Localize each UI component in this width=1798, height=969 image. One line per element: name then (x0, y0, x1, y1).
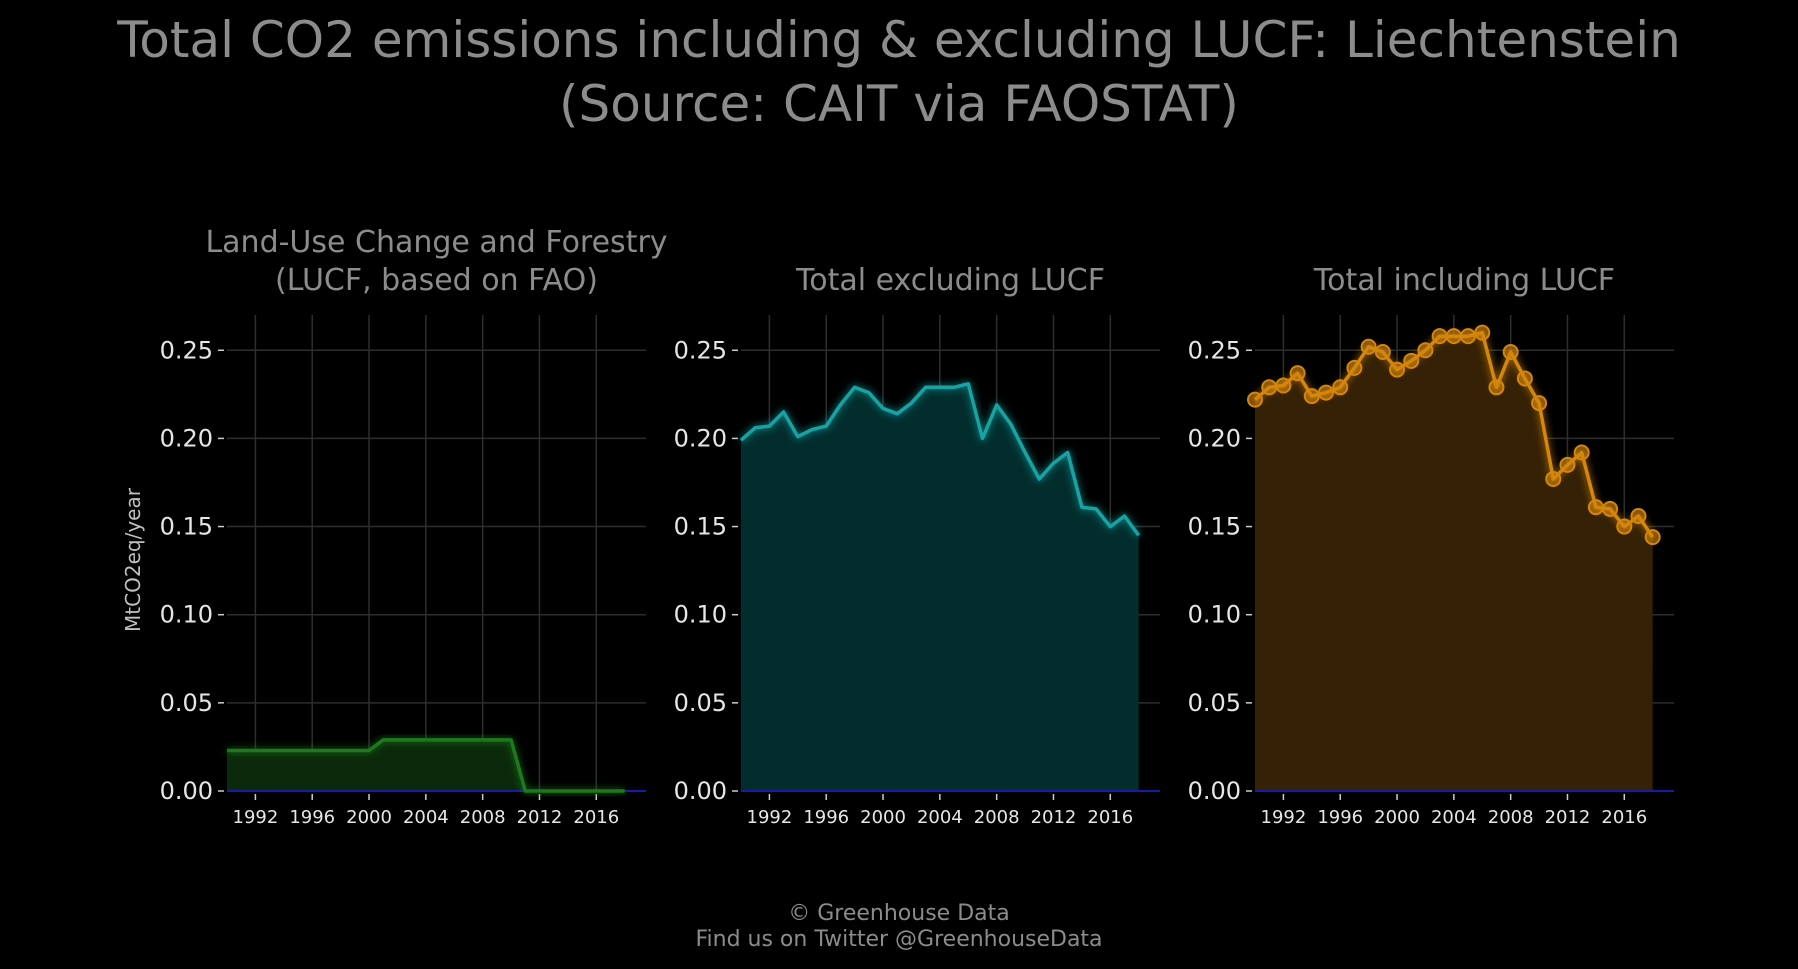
x-tick-label: 1996 (1317, 807, 1363, 828)
data-point (1474, 324, 1491, 341)
data-point (1318, 384, 1335, 401)
data-point (1303, 388, 1320, 405)
y-tick-label: 0.05 (674, 689, 727, 717)
data-point (1602, 500, 1619, 517)
x-tick-label: 2016 (1087, 807, 1133, 828)
x-tick-label: 2004 (403, 807, 449, 828)
y-tick-label: 0.10 (160, 601, 213, 629)
data-point (1531, 395, 1548, 412)
data-point (1431, 328, 1448, 345)
panel-2: 0.00 0.05 0.10 0.15 0.20 0.25 1992 1996 2000 2004… (674, 263, 1160, 828)
data-point (1545, 470, 1562, 487)
x-tick-label: 1996 (289, 807, 335, 828)
y-tick-label: 0.00 (160, 777, 213, 805)
data-point (1374, 344, 1391, 361)
x-tick-label: 2008 (974, 807, 1020, 828)
panel-title: Land-Use Change and Forestry (205, 225, 667, 260)
y-tick-label: 0.00 (674, 777, 727, 805)
chart-title: Total CO2 emissions including & excludin… (117, 11, 1681, 69)
series-area (227, 739, 625, 791)
x-tick-label: 2000 (860, 807, 906, 828)
y-tick-label: 0.15 (1188, 513, 1241, 541)
y-tick-label: 0.25 (1188, 336, 1241, 364)
credit-twitter: Find us on Twitter @GreenhouseData (695, 927, 1103, 952)
data-point (1403, 352, 1420, 369)
x-tick-label: 1992 (1261, 807, 1307, 828)
panel-1: 0.00 0.05 0.10 0.15 0.20 0.25 1992 1996 2000 2004… (160, 225, 668, 828)
x-tick-label: 1996 (803, 807, 849, 828)
y-tick-label: 0.25 (674, 336, 727, 364)
data-point (1644, 529, 1661, 546)
x-tick-label: 2016 (573, 807, 619, 828)
x-tick-label: 2000 (346, 807, 392, 828)
data-point (1247, 391, 1263, 408)
data-point (1261, 379, 1278, 396)
y-tick-label: 0.10 (674, 601, 727, 629)
data-point (1573, 444, 1590, 461)
panel-title: Total including LUCF (1313, 263, 1615, 298)
panel-title: (LUCF, based on FAO) (275, 263, 598, 298)
x-tick-label: 2016 (1601, 807, 1647, 828)
x-tick-label: 2000 (1374, 807, 1420, 828)
data-point (1502, 344, 1519, 361)
series-area (741, 383, 1139, 791)
data-point (1332, 379, 1349, 396)
chart-subtitle: (Source: CAIT via FAOSTAT) (559, 75, 1239, 133)
data-point (1275, 377, 1292, 394)
data-point (1516, 370, 1533, 387)
x-tick-label: 2012 (517, 807, 563, 828)
series-area (1255, 332, 1653, 791)
series-line (227, 738, 625, 793)
x-tick-label: 2004 (917, 807, 963, 828)
data-point (1488, 379, 1505, 396)
data-point (1389, 361, 1406, 378)
data-point (1460, 328, 1477, 345)
panel-3: 0.00 0.05 0.10 0.15 0.20 0.25 1992 1996 2000 2004… (1188, 263, 1674, 828)
y-tick-label: 0.05 (1188, 689, 1241, 717)
x-tick-label: 2012 (1031, 807, 1077, 828)
y-tick-label: 0.20 (674, 424, 727, 452)
data-point (1559, 456, 1576, 473)
y-tick-label: 0.15 (674, 513, 727, 541)
data-point (1630, 507, 1647, 524)
y-tick-label: 0.20 (1188, 424, 1241, 452)
panel-title: Total excluding LUCF (795, 263, 1105, 298)
y-tick-label: 0.00 (1188, 777, 1241, 805)
series-line (739, 382, 1141, 537)
y-tick-label: 0.15 (160, 513, 213, 541)
data-point (1289, 365, 1306, 382)
x-tick-label: 2008 (1488, 807, 1534, 828)
x-tick-label: 2012 (1545, 807, 1591, 828)
data-point (1360, 338, 1377, 355)
data-point (1616, 518, 1633, 535)
data-point (1417, 342, 1434, 359)
y-tick-label: 0.10 (1188, 601, 1241, 629)
y-tick-label: 0.25 (160, 336, 213, 364)
y-tick-label: 0.20 (160, 424, 213, 452)
x-tick-label: 1992 (747, 807, 793, 828)
x-tick-label: 2008 (460, 807, 506, 828)
data-point (1587, 499, 1604, 516)
x-tick-label: 2004 (1431, 807, 1477, 828)
x-tick-label: 1992 (233, 807, 279, 828)
y-tick-label: 0.05 (160, 689, 213, 717)
data-point (1346, 359, 1363, 376)
credit-copyright: © Greenhouse Data (788, 901, 1010, 926)
data-point (1445, 328, 1462, 345)
